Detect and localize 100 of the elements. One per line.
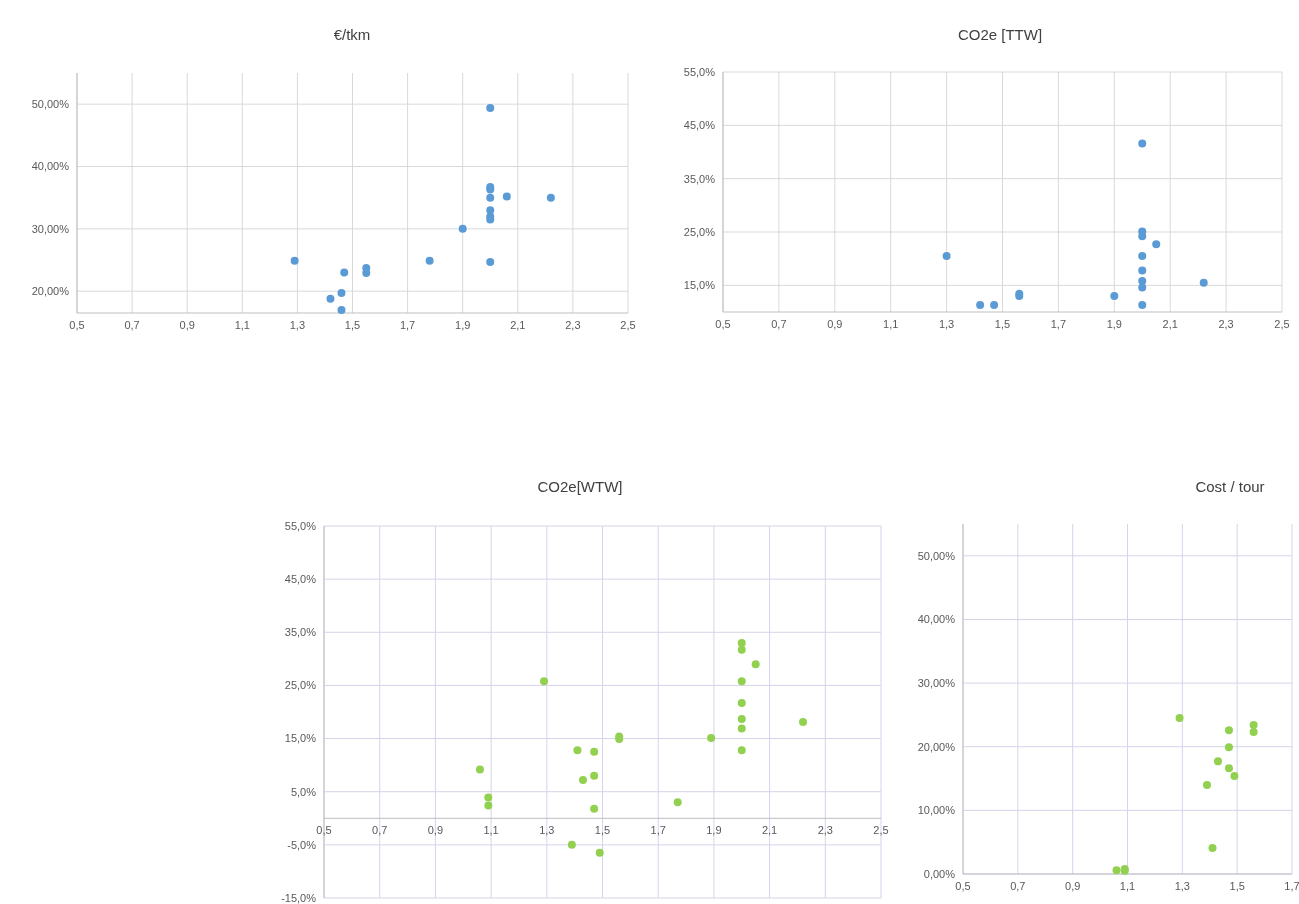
point	[540, 677, 549, 686]
y-tick-label: 10,00%	[917, 804, 956, 817]
point	[1138, 277, 1147, 286]
y-tick-label: 55,0%	[683, 65, 716, 78]
y-tick-label: 15,0%	[284, 732, 317, 745]
point	[737, 746, 746, 755]
x-tick-label: 0,7	[771, 318, 787, 330]
x-tick-label: 1,5	[344, 319, 361, 331]
point	[1203, 780, 1212, 789]
point	[1138, 266, 1147, 275]
point	[486, 257, 495, 266]
x-tick-label: 1,3	[289, 319, 306, 331]
point	[484, 793, 493, 802]
point	[484, 801, 493, 810]
point	[1175, 714, 1184, 723]
point	[579, 776, 588, 785]
point	[1208, 843, 1217, 852]
y-tick-label: 35,0%	[284, 626, 317, 639]
x-tick-label: 0,5	[316, 824, 332, 837]
y-tick-label: 50,00%	[31, 98, 70, 111]
point	[942, 252, 951, 260]
y-tick-label: 20,00%	[31, 285, 70, 298]
y-tick-label: 20,00%	[917, 740, 956, 753]
point	[425, 256, 434, 265]
y-tick-label: 45,0%	[683, 119, 716, 132]
x-tick-label: 1,9	[706, 824, 722, 837]
x-tick-label: 1,7	[1284, 880, 1299, 892]
point	[1138, 301, 1147, 310]
point	[1110, 292, 1119, 300]
point	[590, 747, 599, 756]
y-tick-label: 0,00%	[923, 867, 956, 880]
y-tick-label: 5,0%	[290, 785, 317, 798]
x-tick-label: 0,9	[1065, 880, 1081, 892]
point	[737, 645, 746, 654]
point	[502, 192, 511, 201]
point	[486, 103, 495, 112]
point	[1138, 252, 1147, 260]
x-tick-label: 1,5	[594, 824, 611, 837]
point	[1138, 283, 1147, 292]
x-tick-label: 2,3	[1218, 318, 1234, 330]
point	[340, 268, 349, 277]
x-tick-label: 1,7	[650, 824, 666, 837]
point	[567, 840, 576, 849]
point	[737, 714, 746, 723]
y-tick-label: 30,00%	[31, 222, 70, 235]
point	[362, 269, 371, 278]
chart-title: €/tkm	[333, 26, 371, 43]
y-tick-label: 30,00%	[917, 676, 956, 689]
point	[1138, 232, 1147, 241]
point	[475, 765, 484, 774]
point	[1249, 721, 1258, 730]
x-tick-label: 0,5	[69, 319, 85, 331]
x-tick-label: 2,1	[510, 319, 526, 331]
y-tick-label: 55,0%	[284, 519, 317, 532]
point	[1152, 240, 1161, 249]
x-tick-label: 1,3	[539, 824, 555, 837]
x-tick-label: 1,7	[399, 319, 416, 331]
x-tick-label: 2,1	[761, 824, 778, 837]
point	[458, 224, 467, 233]
point	[737, 698, 746, 707]
point	[976, 301, 985, 310]
x-tick-label: 1,9	[1106, 318, 1122, 330]
x-tick-label: 0,7	[372, 824, 388, 837]
y-tick-label: 50,00%	[917, 549, 956, 562]
x-tick-label: 1,1	[234, 319, 250, 331]
y-tick-label: 15,0%	[683, 279, 716, 292]
point	[1224, 764, 1233, 773]
chart-title: CO2e[WTW]	[537, 478, 623, 495]
x-tick-label: 2,5	[620, 319, 636, 331]
x-tick-label: 0,5	[955, 880, 971, 892]
point	[1138, 139, 1147, 148]
y-tick-label: 40,00%	[31, 160, 70, 173]
point	[737, 724, 746, 733]
chart-title: Cost / tour	[1195, 478, 1265, 495]
y-tick-label: 40,00%	[917, 613, 956, 626]
point	[1230, 772, 1239, 780]
x-tick-label: 1,1	[483, 824, 499, 837]
point	[707, 734, 716, 743]
x-tick-label: 1,3	[1174, 880, 1190, 892]
point	[590, 771, 599, 780]
y-tick-label: 45,0%	[284, 572, 317, 585]
x-tick-label: 1,1	[1119, 880, 1136, 892]
point	[799, 718, 808, 727]
y-tick-label: -5,0%	[287, 838, 317, 851]
x-tick-label: 0,9	[827, 318, 843, 330]
x-tick-label: 1,5	[1229, 880, 1245, 892]
x-tick-label: 0,5	[715, 318, 731, 330]
y-tick-label: 25,0%	[683, 225, 716, 238]
x-tick-label: 2,5	[1274, 318, 1290, 330]
point	[1224, 726, 1233, 735]
x-tick-label: 2,3	[817, 824, 833, 837]
x-tick-label: 1,3	[938, 318, 955, 330]
point	[990, 301, 999, 310]
x-tick-label: 1,1	[883, 318, 899, 330]
point	[1213, 757, 1222, 766]
point	[290, 256, 299, 265]
point	[1249, 728, 1258, 737]
y-tick-label: 25,0%	[284, 679, 317, 692]
point	[1112, 866, 1121, 875]
x-tick-label: 2,5	[873, 824, 889, 837]
